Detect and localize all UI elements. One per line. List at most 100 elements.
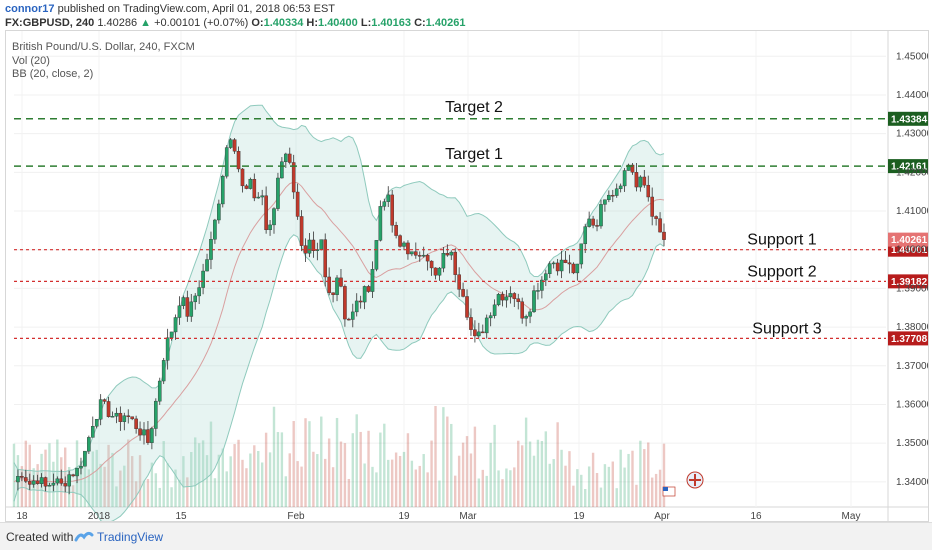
volume-bar xyxy=(584,488,587,507)
volume-bar xyxy=(355,414,358,507)
candle-body xyxy=(347,318,351,321)
y-tick-label: 1.42000 xyxy=(896,167,928,178)
candle-body xyxy=(236,151,241,170)
author-link[interactable]: connor17 xyxy=(5,3,55,15)
price-tag xyxy=(888,159,928,174)
candle-body xyxy=(445,253,450,256)
volume-bar xyxy=(536,439,540,507)
volume-bar xyxy=(103,466,106,507)
candle-body xyxy=(35,480,40,484)
volume-bar xyxy=(457,455,461,507)
candle-body xyxy=(165,337,170,361)
candle-body xyxy=(169,331,174,338)
candle-body xyxy=(343,286,347,320)
candle-body xyxy=(43,477,48,487)
time-axis[interactable]: 18 2018 15 Feb 19 Mar 19 Apr 16 May xyxy=(16,511,860,521)
volume-bar xyxy=(217,454,221,507)
candle-body xyxy=(276,177,280,209)
candle-body xyxy=(386,194,391,202)
ohlc-row: FX:GBPUSD, 240 1.40286 ▲ +0.00101 (+0.07… xyxy=(5,16,465,30)
volume-bar xyxy=(493,424,496,507)
volume-bar xyxy=(166,463,169,507)
volume-bar xyxy=(446,416,449,507)
volume-bar xyxy=(473,426,477,507)
candle-body xyxy=(232,139,237,152)
candle-body xyxy=(544,273,548,281)
candle-body xyxy=(228,139,233,148)
last-price: 1.40286 xyxy=(97,17,138,29)
candle-body xyxy=(268,224,272,231)
y-tick-label: 1.43000 xyxy=(896,129,928,140)
candle-body xyxy=(122,415,127,422)
candle-body xyxy=(614,188,619,196)
chart-area[interactable]: 1.43384 Target 2 1.42161 Target 1 1.40001 Sup… xyxy=(5,30,929,522)
candle-body xyxy=(31,480,36,485)
candle-body xyxy=(291,162,296,193)
volume-bar xyxy=(339,441,343,507)
close-label: C: xyxy=(414,17,426,29)
low-label: L: xyxy=(360,17,372,29)
x-tick-label: 18 xyxy=(16,511,28,521)
volume-bar xyxy=(390,459,394,507)
volume-bar xyxy=(438,480,441,507)
target-label: Target 2 xyxy=(445,99,503,116)
candle-body xyxy=(496,294,501,306)
candle-body xyxy=(402,242,406,247)
volume-bar xyxy=(658,469,662,507)
candle-body xyxy=(327,276,331,293)
y-tick-label: 1.34000 xyxy=(896,477,928,488)
close-value: 1.40261 xyxy=(425,17,466,29)
candle-body xyxy=(307,239,312,254)
price-chart[interactable]: 1.43384 Target 2 1.42161 Target 1 1.40001 Sup… xyxy=(6,31,928,521)
high-value: 1.40400 xyxy=(318,17,358,29)
candle-body xyxy=(118,412,123,422)
bollinger-fill xyxy=(14,105,664,521)
candle-body xyxy=(154,400,158,429)
volume-bar xyxy=(308,421,311,507)
candle-body xyxy=(654,216,658,219)
volume-bar xyxy=(178,479,181,507)
candle-body xyxy=(220,175,225,205)
candle-body xyxy=(146,429,150,443)
candle-body xyxy=(484,317,489,334)
volume-bar xyxy=(560,449,563,507)
candle-body xyxy=(134,418,138,429)
volume-bar xyxy=(477,478,481,507)
candle-body xyxy=(370,269,375,292)
tradingview-brand-link[interactable]: TradingView xyxy=(97,530,164,544)
candle-body xyxy=(457,274,461,290)
volume-bar xyxy=(154,473,158,507)
volume-bar xyxy=(95,449,98,507)
volume-bar xyxy=(276,432,280,507)
volume-bar xyxy=(548,463,551,507)
volume-bar xyxy=(182,456,185,507)
candle-body xyxy=(260,195,264,198)
volume-bar xyxy=(367,430,370,507)
volume-bar xyxy=(146,478,150,507)
volume-bar xyxy=(564,465,567,507)
x-tick-label: 16 xyxy=(750,511,762,521)
candle-body xyxy=(27,481,32,485)
candle-body xyxy=(583,226,588,245)
candle-body xyxy=(634,172,639,188)
volume-bar xyxy=(430,440,433,507)
open-label: O: xyxy=(251,17,264,29)
candle-body xyxy=(67,474,71,487)
candle-body xyxy=(47,485,52,487)
candle-body xyxy=(626,164,631,171)
volume-bar xyxy=(225,471,228,507)
volume-bar xyxy=(580,474,583,507)
volume-bar xyxy=(213,478,217,507)
candle-body xyxy=(540,279,544,291)
candle-body xyxy=(224,147,229,177)
price-axis[interactable]: 1.34000 1.35000 1.36000 1.37000 1.38000 1.390… xyxy=(896,51,928,488)
volume-bar xyxy=(127,439,130,507)
volume-bar xyxy=(383,423,386,507)
candle-body xyxy=(516,298,521,302)
volume-bar xyxy=(643,449,646,507)
candle-body xyxy=(500,294,505,301)
tradingview-logo-icon[interactable] xyxy=(74,529,94,543)
volume-bar xyxy=(615,488,618,507)
x-tick-label: Apr xyxy=(654,511,670,521)
candle-body xyxy=(106,401,111,417)
